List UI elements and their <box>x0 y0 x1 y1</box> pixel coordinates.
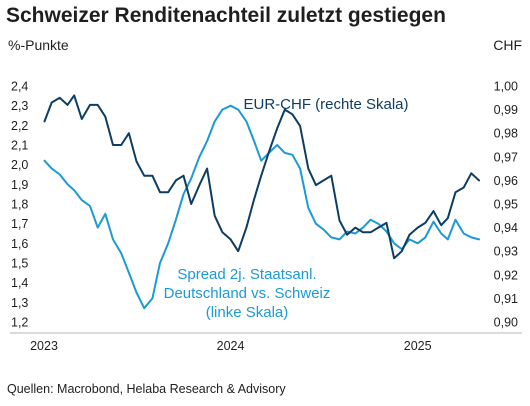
series-line-spread <box>43 104 480 310</box>
x-axis-tick-label: 2023 <box>30 339 58 353</box>
x-axis-tick-label: 2024 <box>217 339 245 353</box>
series-line-eurchf <box>43 94 480 260</box>
left-axis-tick-label: 1,2 <box>11 316 28 330</box>
left-axis-tick-label: 2,1 <box>11 139 28 153</box>
right-axis-unit: CHF <box>493 37 522 53</box>
chart-title: Schweizer Renditenachteil zuletzt gestie… <box>6 4 446 27</box>
source-note: Quellen: Macrobond, Helaba Research & Ad… <box>7 382 286 396</box>
left-axis-tick-label: 1,6 <box>11 237 28 251</box>
left-axis-tick-label: 2,2 <box>11 119 28 133</box>
left-axis-tick-label: 1,7 <box>11 217 28 231</box>
right-axis-tick-label: 0,94 <box>494 221 518 235</box>
right-axis-tick-label: 0,91 <box>494 292 518 306</box>
right-axis-tick-label: 1,00 <box>494 80 518 94</box>
series-label-spread: Spread 2j. Staatsanl. <box>177 266 316 283</box>
left-axis-tick-label: 2,3 <box>11 99 28 113</box>
left-axis-tick-label: 2,0 <box>11 158 28 172</box>
right-axis-tick-label: 0,95 <box>494 198 518 212</box>
series-label-layer: EUR-CHF (rechte Skala) Spread 2j. Staatsa… <box>164 96 409 321</box>
right-axis-tick-label: 0,99 <box>494 103 518 117</box>
series-label-eurchf: EUR-CHF (rechte Skala) <box>243 96 408 113</box>
right-axis-tick-label: 0,96 <box>494 174 518 188</box>
left-axis-tick-label: 1,4 <box>11 276 28 290</box>
left-axis-unit: %-Punkte <box>8 37 69 53</box>
axis-layer: 2,4 2,3 2,2 2,1 2,0 1,9 1,8 1,7 1,6 1,5 1,4 1,3 1,2 1… <box>10 80 522 353</box>
right-axis-tick-label: 0,92 <box>494 268 518 282</box>
right-axis-tick-label: 0,97 <box>494 150 518 164</box>
right-axis-tick-label: 0,98 <box>494 127 518 141</box>
right-axis-tick-label: 0,90 <box>494 316 518 330</box>
left-axis-tick-label: 1,5 <box>11 257 28 271</box>
right-axis-tick-label: 0,93 <box>494 245 518 259</box>
series-label-spread: (linke Skala) <box>206 304 289 321</box>
series-layer <box>43 94 480 310</box>
left-axis-tick-label: 2,4 <box>11 80 28 94</box>
x-axis-tick-label: 2025 <box>404 339 432 353</box>
left-axis-tick-label: 1,9 <box>11 178 28 192</box>
series-label-spread: Deutschland vs. Schweiz <box>164 285 331 302</box>
left-axis-tick-label: 1,3 <box>11 296 28 310</box>
left-axis-tick-label: 1,8 <box>11 198 28 212</box>
